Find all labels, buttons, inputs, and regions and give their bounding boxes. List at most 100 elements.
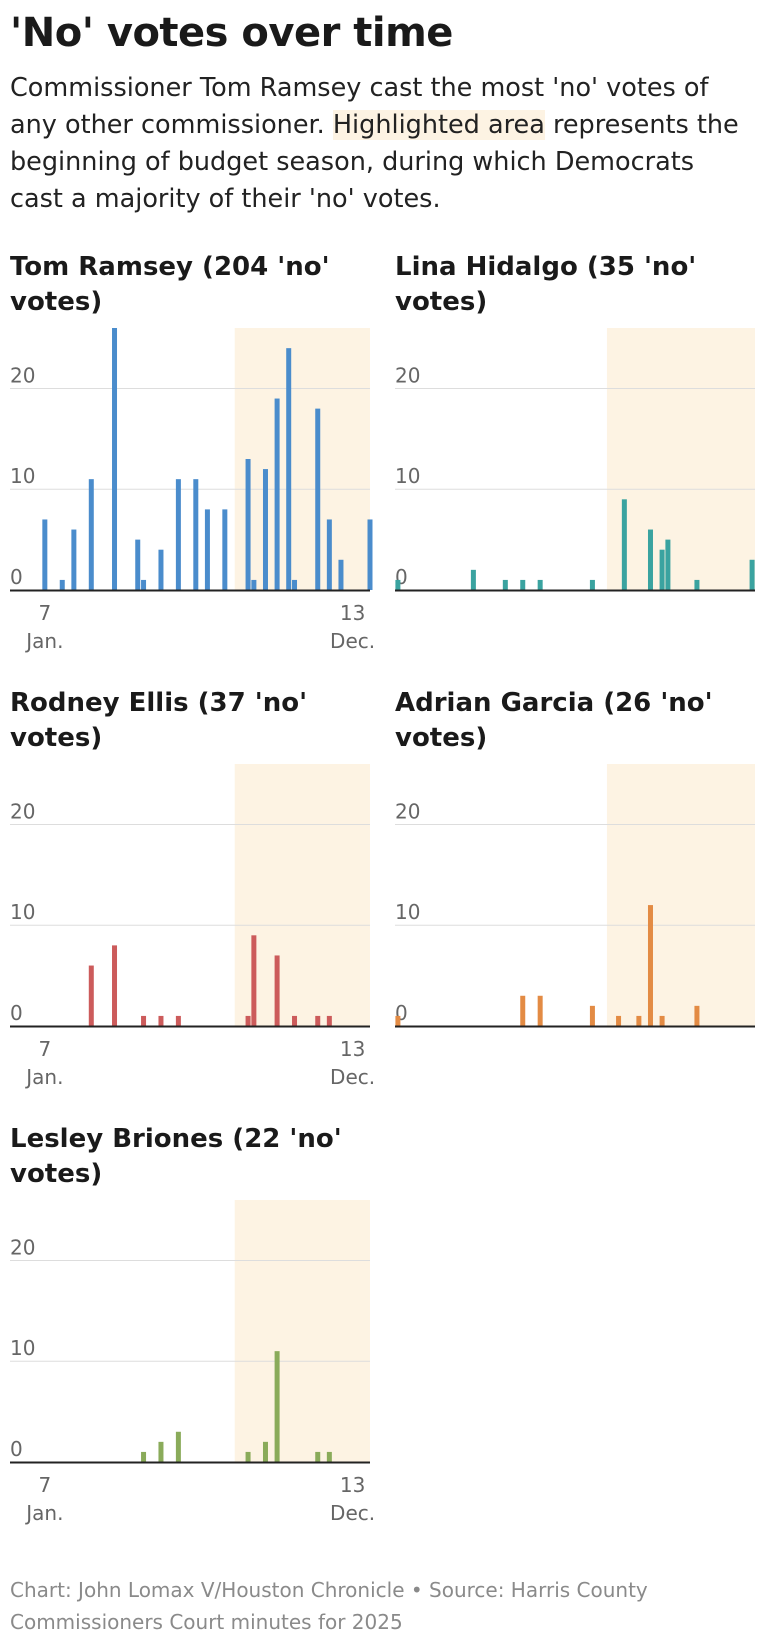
x-tick-label: 13: [340, 1473, 365, 1497]
bar: [245, 1451, 251, 1462]
bar: [292, 1015, 298, 1026]
x-tick-month-label: Jan.: [24, 1065, 63, 1089]
bar: [204, 509, 210, 590]
budget-season-band: [606, 328, 755, 590]
y-tick-label: 0: [10, 565, 23, 589]
bar: [470, 569, 476, 590]
bar: [274, 398, 280, 590]
bar: [112, 945, 118, 1026]
bar: [141, 1451, 147, 1462]
y-tick-label: 20: [10, 363, 35, 387]
bar-chart-rodney-ellis: 0 10 20 7 Jan. 13 Dec.: [10, 764, 375, 1089]
bar: [158, 1015, 164, 1026]
bar: [42, 519, 48, 590]
x-tick-label: 7: [38, 1473, 51, 1497]
y-tick-label: 10: [10, 900, 35, 924]
bar: [749, 559, 755, 590]
bar: [694, 579, 700, 590]
x-tick-label: 7: [38, 601, 51, 625]
y-tick-label: 10: [10, 1336, 35, 1360]
bar: [251, 935, 257, 1026]
bar: [326, 1015, 332, 1026]
bar-chart-lesley-briones: 0 10 20 7 Jan. 13 Dec.: [10, 1200, 375, 1525]
x-tick-month-label: Dec.: [330, 629, 375, 653]
x-tick-month-label: Jan.: [24, 629, 63, 653]
panel-lina-hidalgo: Lina Hidalgo (35 'no' votes) 0 10 20: [395, 250, 765, 660]
y-tick-label: 10: [395, 464, 420, 488]
bar: [158, 549, 164, 590]
bar-chart-tom-ramsey: 0 10 20 7 Jan. 13 Dec.: [10, 328, 375, 653]
x-tick-month-label: Jan.: [24, 1501, 63, 1525]
bar: [274, 955, 280, 1026]
panel-rodney-ellis: Rodney Ellis (37 'no' votes) 0 10 20 7 Jan. 1…: [10, 686, 380, 1096]
bar: [665, 539, 671, 590]
bar: [502, 579, 508, 590]
x-tick-label: 7: [38, 1037, 51, 1061]
budget-season-band: [234, 328, 370, 590]
bar: [589, 579, 595, 590]
bar: [286, 348, 292, 590]
bar: [141, 1015, 147, 1026]
y-tick-label: 20: [10, 1235, 35, 1259]
bar: [694, 1005, 700, 1026]
x-tick-month-label: Dec.: [330, 1501, 375, 1525]
bar: [245, 1015, 251, 1026]
y-tick-label: 10: [395, 900, 420, 924]
bar: [616, 1015, 622, 1026]
bar: [274, 1351, 280, 1462]
bar: [135, 539, 141, 590]
bar: [251, 579, 257, 590]
bar: [537, 995, 543, 1026]
panel-title: Lina Hidalgo (35 'no' votes): [395, 252, 697, 317]
panel-adrian-garcia: Adrian Garcia (26 'no' votes) 0 10 20: [395, 686, 765, 1096]
bar: [292, 579, 298, 590]
bar: [71, 529, 77, 590]
bar: [59, 579, 65, 590]
bar: [88, 479, 94, 590]
chart-source-credit: Chart: John Lomax V/Houston Chronicle • …: [10, 1578, 648, 1634]
bar: [315, 1015, 321, 1026]
bar: [193, 479, 199, 590]
y-tick-label: 20: [10, 799, 35, 823]
bar: [175, 479, 181, 590]
bar: [222, 509, 228, 590]
bar: [315, 408, 321, 590]
chart-subtitle: Commissioner Tom Ramsey cast the most 'n…: [10, 70, 750, 218]
bar: [520, 579, 526, 590]
y-tick-label: 20: [395, 363, 420, 387]
panel-tom-ramsey: Tom Ramsey (204 'no' votes) 0 10 20 7 Jan. 13…: [10, 250, 380, 660]
bar: [589, 1005, 595, 1026]
bar: [158, 1441, 164, 1462]
y-tick-label: 0: [10, 1001, 23, 1025]
bar: [112, 328, 118, 590]
subtitle-text-end: represents the beginning of budget seaso…: [10, 110, 739, 214]
bar: [338, 559, 344, 590]
bar: [647, 905, 653, 1026]
bar: [659, 1015, 665, 1026]
x-tick-label: 13: [340, 601, 365, 625]
y-tick-label: 20: [395, 799, 420, 823]
bar: [175, 1431, 181, 1462]
bar: [621, 499, 627, 590]
bar: [537, 579, 543, 590]
bar: [395, 1015, 401, 1026]
y-tick-label: 10: [10, 464, 35, 488]
bar: [636, 1015, 642, 1026]
bar: [141, 579, 147, 590]
bar: [262, 469, 268, 590]
bar: [262, 1441, 268, 1462]
bar: [647, 529, 653, 590]
budget-season-band: [234, 764, 370, 1026]
bar: [326, 1451, 332, 1462]
subtitle-highlight: Highlighted area: [332, 110, 545, 140]
y-tick-label: 0: [10, 1437, 23, 1461]
panel-title: Adrian Garcia (26 'no' votes): [395, 688, 713, 753]
bar: [175, 1015, 181, 1026]
panel-lesley-briones: Lesley Briones (22 'no' votes) 0 10 20 7 Jan…: [10, 1122, 380, 1532]
panel-title: Rodney Ellis (37 'no' votes): [10, 688, 308, 753]
chart-title: 'No' votes over time: [10, 10, 453, 56]
panel-title: Lesley Briones (22 'no' votes): [10, 1124, 342, 1189]
budget-season-band: [606, 764, 755, 1026]
